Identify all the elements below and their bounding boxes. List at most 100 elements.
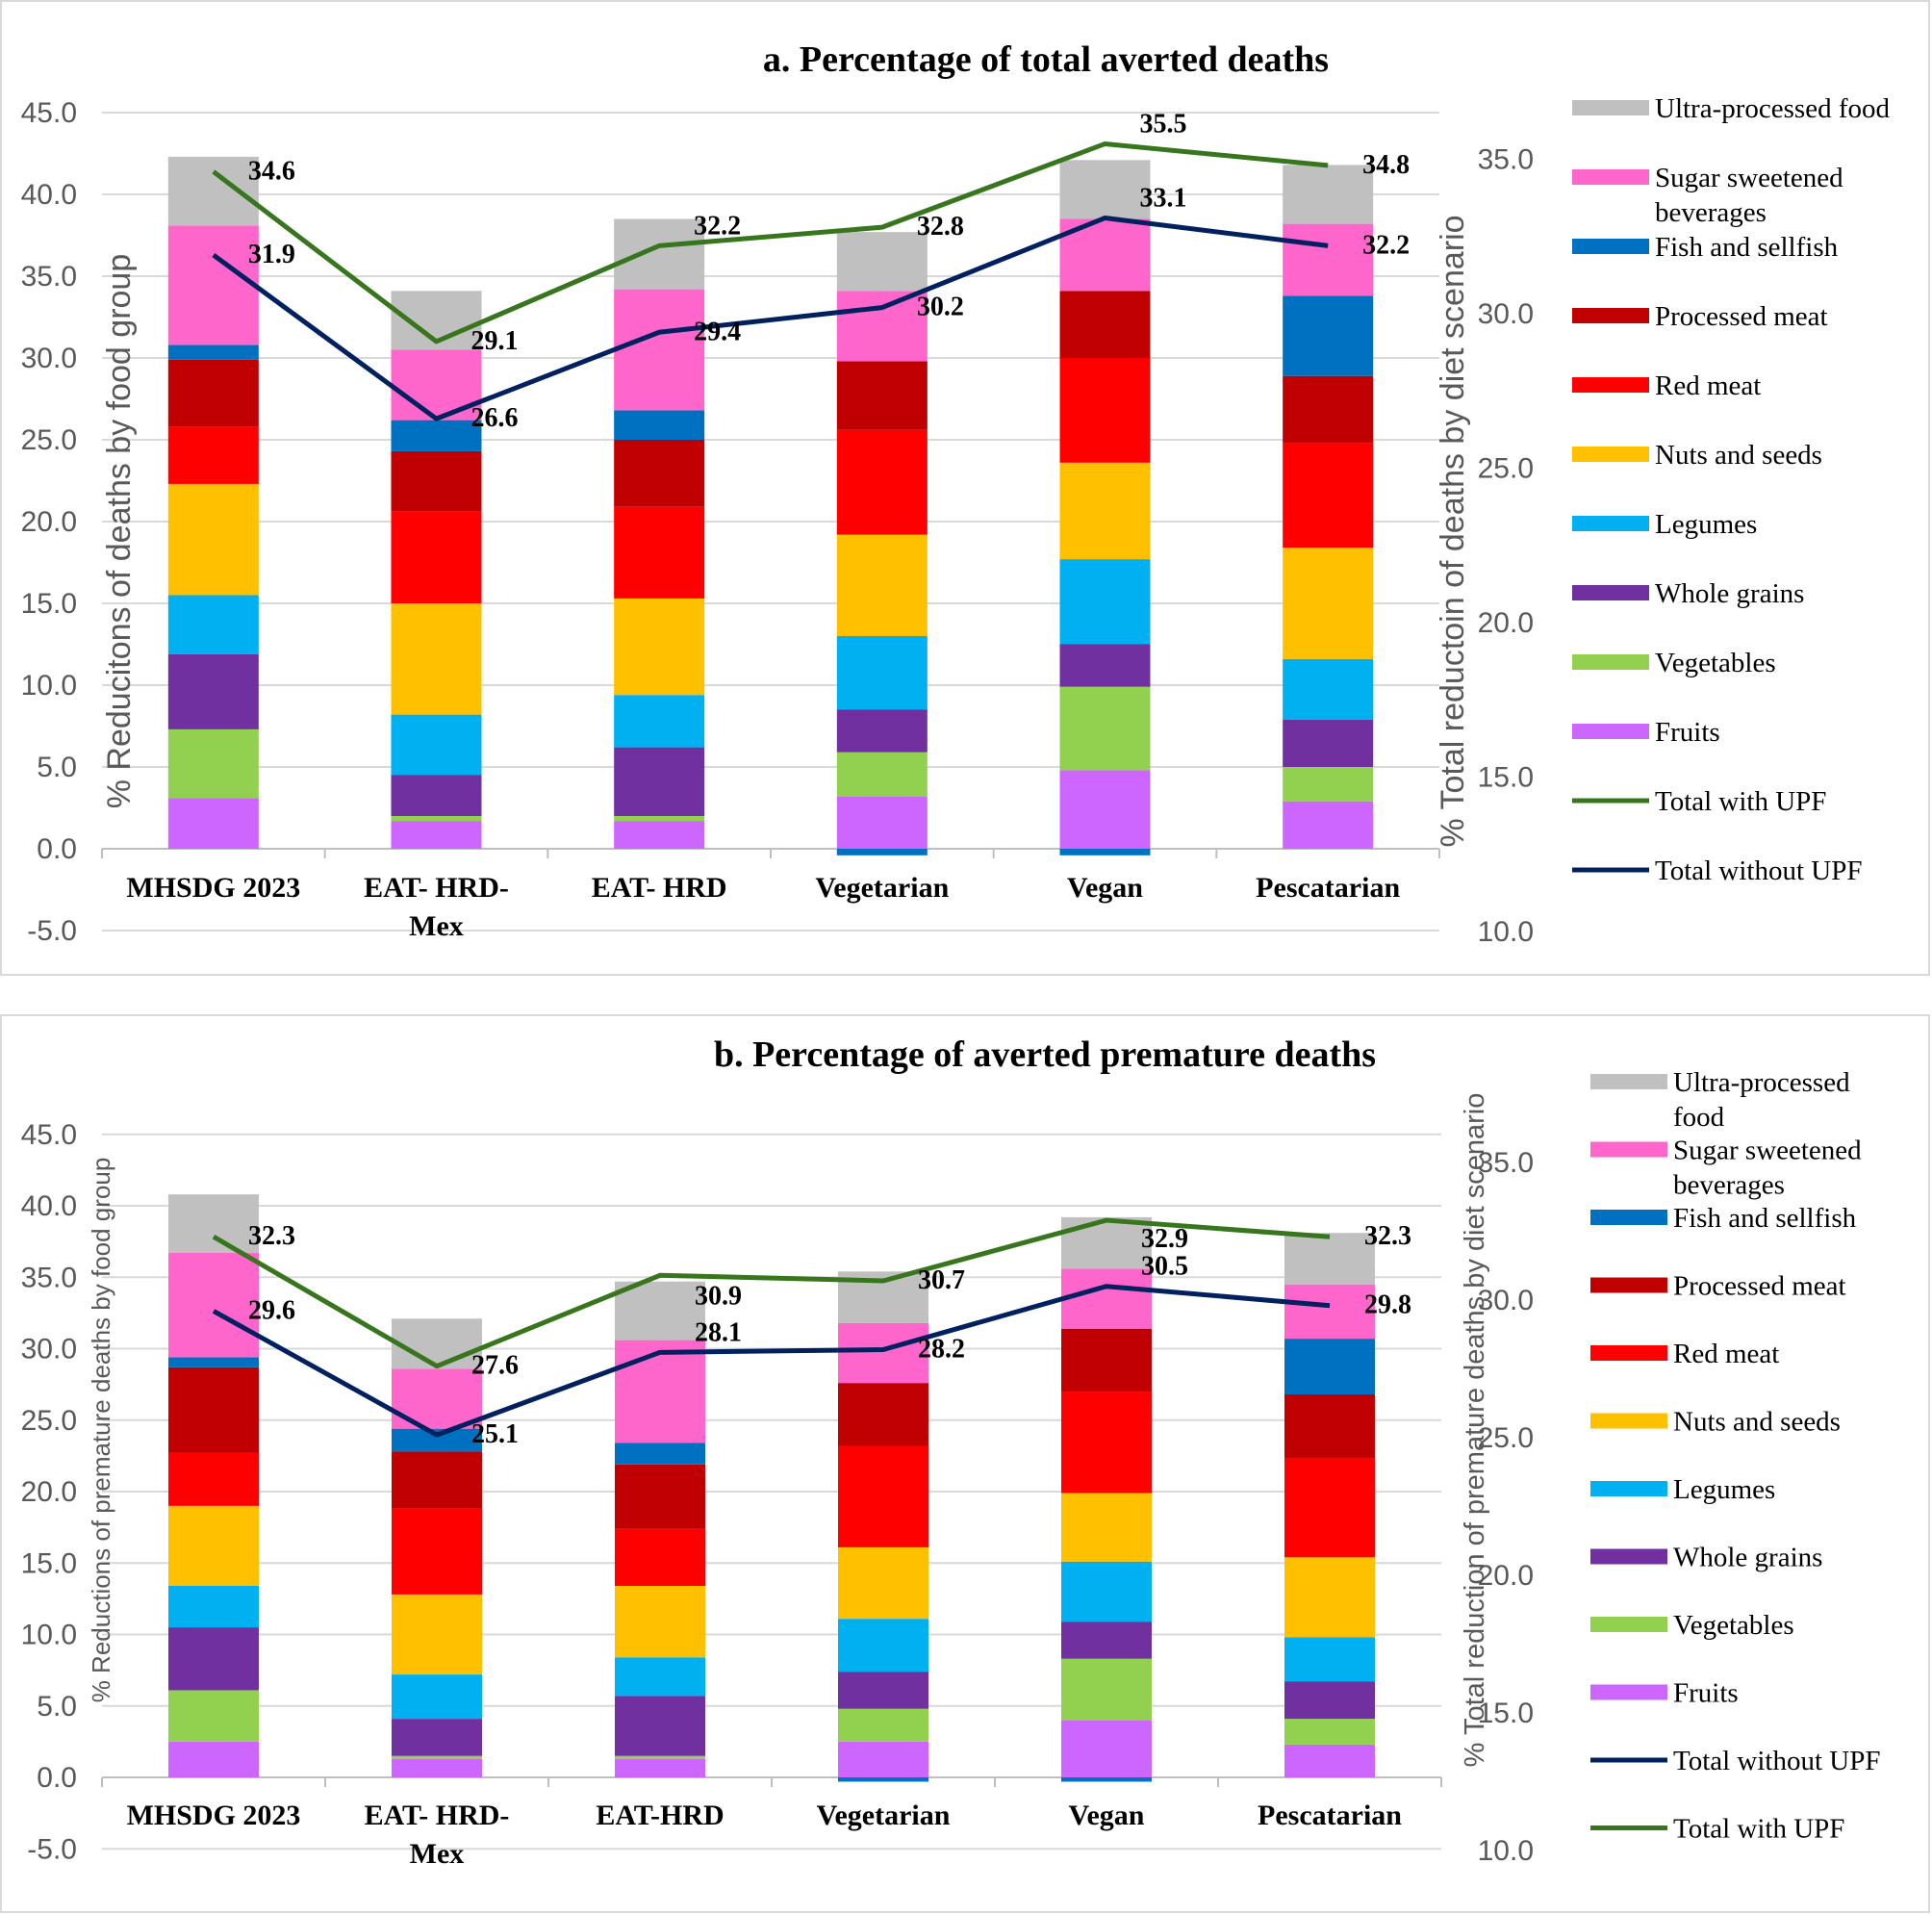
bar-segment-vegetables [392,1755,482,1759]
data-label: 26.6 [471,403,519,433]
bar-segment-ultra-processed-food [615,1281,705,1340]
bar-segment-nuts-and-seeds [1284,1557,1375,1638]
bar-segment-whole-grains [1283,719,1374,767]
legend-label: Ultra-processed food [1655,93,1890,124]
data-label: 29.6 [248,1295,295,1325]
bar-segment-vegetables [168,1690,259,1742]
data-label: 34.6 [248,156,295,186]
data-label: 27.6 [471,1351,519,1381]
chart-panel-b: b. Percentage of averted premature death… [0,1014,1930,1913]
legend-label: Total without UPF [1655,855,1863,886]
bar-segment-red-meat [836,429,928,535]
legend-label: Total with UPF [1673,1814,1844,1845]
legend-swatch [1590,1074,1667,1089]
data-label: 30.7 [918,1265,965,1295]
bar-segment-legumes [392,1674,482,1720]
data-label: 32.3 [1364,1221,1411,1251]
bar-segment-fruits [838,1741,928,1777]
bar-segment-whole-grains [1061,1621,1152,1659]
legend-swatch [1572,169,1649,185]
bar-segment-whole-grains [838,1672,928,1709]
y2-axis-tick-label: 20.0 [1478,1560,1534,1592]
data-label: 29.8 [1364,1290,1411,1320]
y-axis-tick-label: 0.0 [37,1762,77,1794]
data-label: 32.2 [1362,230,1410,260]
bar-segment-ultra-processed-food [392,1318,482,1369]
bar-segment-red-meat [1059,358,1151,463]
bar-segment-processed-meat [168,1366,259,1453]
bar-segment-nuts-and-seeds [1283,548,1374,659]
legend-swatch [1572,239,1649,254]
category-label: Pescatarian [1256,872,1400,904]
bar-segment-whole-grains [614,747,705,816]
category-label: EAT- HRD- [365,1800,510,1831]
bar-segment-whole-grains [391,775,482,816]
bar-segment-vegetables [1059,686,1151,771]
y2-axis-tick-label: 10.0 [1478,1835,1534,1867]
category-label: EAT- HRD [592,872,727,904]
bar-segment-fruits [168,1741,259,1777]
bar-segment-red-meat [167,426,259,484]
legend-label: Processed meat [1673,1271,1846,1302]
bar-segment-nuts-and-seeds [392,1594,482,1675]
chart-b-svg: b. Percentage of averted premature death… [21,1034,1881,1870]
bar-segment-fruits [1284,1744,1375,1777]
chart-title: a. Percentage of total averted deaths [763,39,1329,80]
y-axis-tick-label: 45.0 [21,1119,77,1151]
legend-swatch [1572,724,1649,739]
bar-segment-fruits [391,821,482,849]
y-axis-tick-label: 20.0 [21,1476,77,1508]
bar-segment-vegetables [1061,1658,1152,1721]
legend-label: Vegetables [1655,648,1776,678]
bar-segment-processed-meat [1283,375,1374,444]
bar-segment-processed-meat [1061,1328,1152,1392]
bar-segment-fish-and-sellfish [838,1777,928,1782]
bar-segment-processed-meat [1284,1394,1375,1459]
y-axis-title: % Reducitons of deaths by food group [101,254,138,809]
y2-axis-tick-label: 35.0 [1478,144,1534,176]
bar-segment-red-meat [392,1508,482,1595]
bar-segment-legumes [1059,559,1151,645]
series-line-total-with-upf [212,1217,1331,1369]
y-axis-tick-label: 15.0 [21,588,77,620]
legend-label: beverages [1673,1170,1785,1201]
bar-segment-whole-grains [836,709,928,753]
category-label: Vegan [1069,1800,1145,1831]
bar-segment-legumes [1284,1637,1375,1682]
bar-segment-whole-grains [1284,1681,1375,1720]
y-axis-tick-label: 5.0 [37,1691,77,1723]
legend-swatch [1572,377,1649,393]
legend-label: Nuts and seeds [1655,440,1822,471]
bar-segment-vegetables [614,816,705,822]
y-axis-tick-label: 25.0 [21,1405,77,1437]
category-label: Mex [409,910,464,942]
bar-segment-vegetables [1283,767,1374,802]
bar-segment-fruits [1059,770,1151,849]
bar-segment-ultra-processed-food [836,232,928,292]
bar-segment-nuts-and-seeds [838,1546,928,1620]
bar-segment-fruits [836,796,928,849]
bar-segment-processed-meat [615,1464,705,1529]
bar-segment-whole-grains [168,1627,259,1691]
legend-label: Whole grains [1673,1543,1822,1573]
bar-segment-fish-and-sellfish [836,849,928,855]
data-label: 35.5 [1140,109,1187,139]
bar-segment-fish-and-sellfish [1061,1777,1152,1782]
legend-swatch [1590,1210,1667,1225]
y-axis-tick-label: 30.0 [21,1334,77,1366]
y-axis-tick-label: -5.0 [27,915,77,947]
bar-segment-processed-meat [167,359,259,427]
legend-swatch [1572,585,1649,600]
bar-segment-nuts-and-seeds [168,1505,259,1587]
bar-segment-fish-and-sellfish [1283,295,1374,376]
bar-segment-red-meat [615,1528,705,1587]
legend-label: beverages [1655,197,1767,228]
data-label: 33.1 [1140,183,1187,213]
y2-axis-title: % Total reductoin of deaths by diet scen… [1435,215,1471,847]
legend-label: Ultra-processed [1673,1067,1850,1098]
bar-segment-fish-and-sellfish [391,420,482,451]
bar-segment-ultra-processed-food [1059,160,1151,219]
chart-a-svg: a. Percentage of total averted deaths 45.… [21,39,1891,948]
legend-swatch [1590,1141,1667,1158]
legend-swatch [1572,516,1649,531]
